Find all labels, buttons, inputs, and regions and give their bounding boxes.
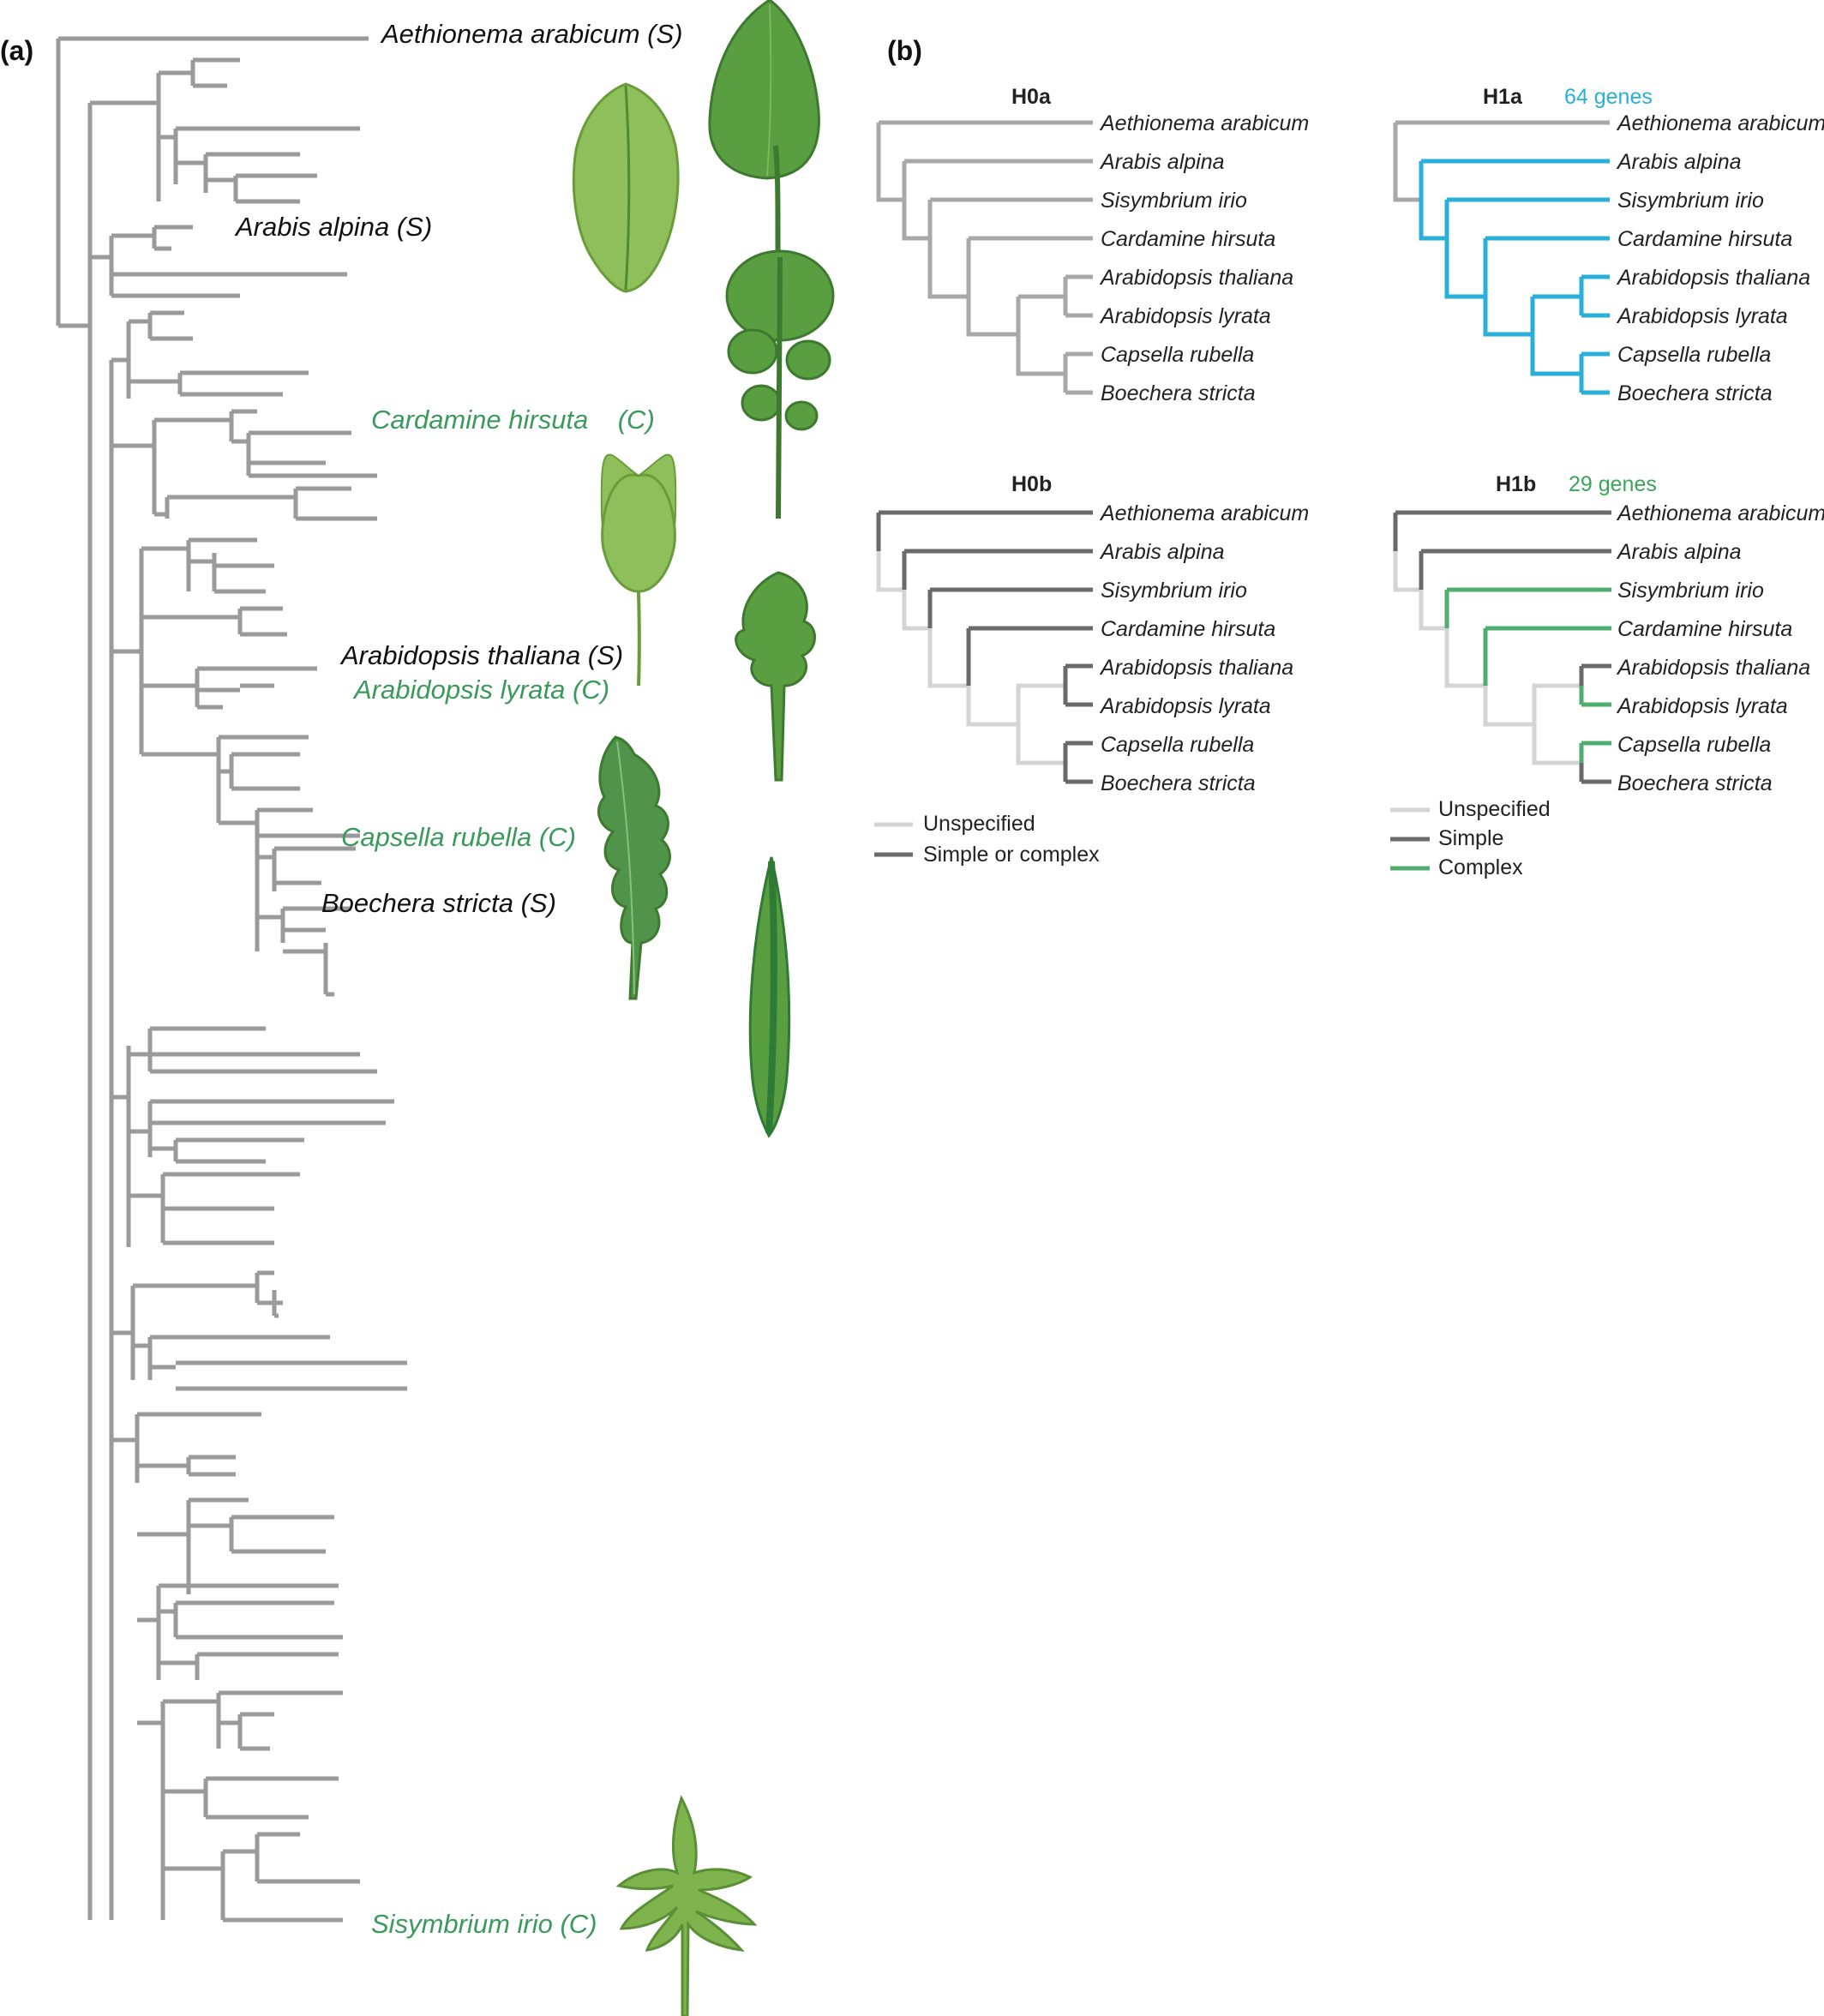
tip-label: Sisymbrium irio	[1617, 189, 1764, 213]
species-label: Capsella rubella (C)	[341, 822, 576, 852]
leaf-illustrations	[572, 0, 835, 2016]
tip-label: Arabis alpina	[1616, 540, 1742, 564]
species-label: Arabidopsis lyrata (C)	[352, 675, 609, 705]
tree-h1a: H1a 64 genes Aethionema arabicum Arabis …	[1393, 85, 1824, 405]
h1a-title: H1a	[1483, 85, 1523, 109]
tip-label: Boechera stricta	[1101, 381, 1256, 405]
tip-label: Capsella rubella	[1101, 343, 1254, 367]
tip-label: Cardamine hirsuta	[1617, 617, 1792, 641]
tip-label: Boechera stricta	[1101, 771, 1256, 795]
legend-label: Unspecified	[923, 812, 1035, 836]
tip-label: Arabidopsis thaliana	[1099, 266, 1293, 290]
arabis-leaf-icon	[572, 82, 680, 293]
tip-label: Arabidopsis lyrata	[1099, 304, 1271, 328]
tree-h1b: H1b 29 genes Aethionema arabicum Arabis …	[1390, 472, 1824, 879]
tip-label: Boechera stricta	[1617, 771, 1773, 795]
tip-label: Arabidopsis thaliana	[1099, 656, 1293, 680]
legend-label: Unspecified	[1438, 797, 1551, 821]
legend-h0b: Unspecified Simple or complex	[874, 812, 1100, 867]
tip-label: Arabis alpina	[1099, 150, 1225, 174]
tip-label: Arabidopsis thaliana	[1616, 656, 1810, 680]
species-label: Cardamine hirsuta (C)	[371, 405, 655, 435]
tip-label: Cardamine hirsuta	[1101, 227, 1275, 251]
cardamine-leaf-icon	[725, 145, 835, 519]
tip-label: Aethionema arabicum	[1099, 501, 1309, 525]
h0b-title: H0b	[1011, 472, 1052, 496]
species-label: Sisymbrium irio (C)	[371, 1909, 597, 1939]
tip-label: Arabidopsis lyrata	[1616, 304, 1788, 328]
capsella-leaf-icon	[597, 735, 671, 1000]
tip-label: Aethionema arabicum	[1616, 501, 1824, 525]
tip-label: Sisymbrium irio	[1101, 189, 1247, 213]
species-label: Boechera stricta (S)	[321, 888, 556, 918]
aethionema-leaf-icon	[708, 0, 820, 180]
tip-label: Arabidopsis thaliana	[1616, 266, 1810, 290]
tip-label: Capsella rubella	[1101, 733, 1254, 757]
h1a-gene-count: 64 genes	[1564, 85, 1653, 109]
legend-h1b: Unspecified Simple Complex	[1390, 797, 1551, 879]
legend-label: Simple	[1438, 826, 1503, 850]
h0a-title: H0a	[1011, 85, 1052, 109]
tip-label: Sisymbrium irio	[1101, 579, 1247, 603]
tree-h0a: H0a Aethionema arabicum Arabis alpina Si…	[876, 85, 1309, 405]
species-label: Arabidopsis thaliana (S)	[339, 640, 623, 670]
tip-label: Aethionema arabicum	[1099, 111, 1309, 135]
tip-label: Arabidopsis lyrata	[1616, 694, 1788, 718]
panel-a-label: (a)	[0, 35, 33, 66]
tip-label: Boechera stricta	[1617, 381, 1773, 405]
legend-label: Simple or complex	[923, 843, 1100, 867]
tip-label: Sisymbrium irio	[1617, 579, 1764, 603]
species-labels-a: Aethionema arabicum (S) Arabis alpina (S…	[234, 19, 683, 1939]
h1b-gene-count: 29 genes	[1569, 472, 1657, 496]
boechera-leaf-icon	[748, 856, 791, 1138]
tip-label: Arabidopsis lyrata	[1099, 694, 1271, 718]
tip-label: Capsella rubella	[1617, 733, 1771, 757]
tip-label: Aethionema arabicum	[1616, 111, 1824, 135]
tip-label: Arabis alpina	[1616, 150, 1742, 174]
gene-tree-a	[56, 36, 407, 1923]
tip-label: Cardamine hirsuta	[1101, 617, 1275, 641]
legend-label: Complex	[1438, 855, 1523, 879]
tip-label: Cardamine hirsuta	[1617, 227, 1792, 251]
panel-b-label: (b)	[887, 35, 922, 66]
tip-label: Capsella rubella	[1617, 343, 1771, 367]
species-label: Aethionema arabicum (S)	[380, 19, 683, 49]
species-label: Arabis alpina (S)	[234, 212, 432, 242]
tip-label: Arabis alpina	[1099, 540, 1225, 564]
lyrata-leaf-icon	[735, 571, 816, 782]
thaliana-leaf-icon	[600, 453, 677, 687]
h1b-title: H1b	[1496, 472, 1536, 496]
tree-h0b: H0b Aethionema arabicum Arabis alpina Si…	[874, 472, 1309, 867]
sisymbrium-leaf-icon	[615, 1795, 758, 2016]
